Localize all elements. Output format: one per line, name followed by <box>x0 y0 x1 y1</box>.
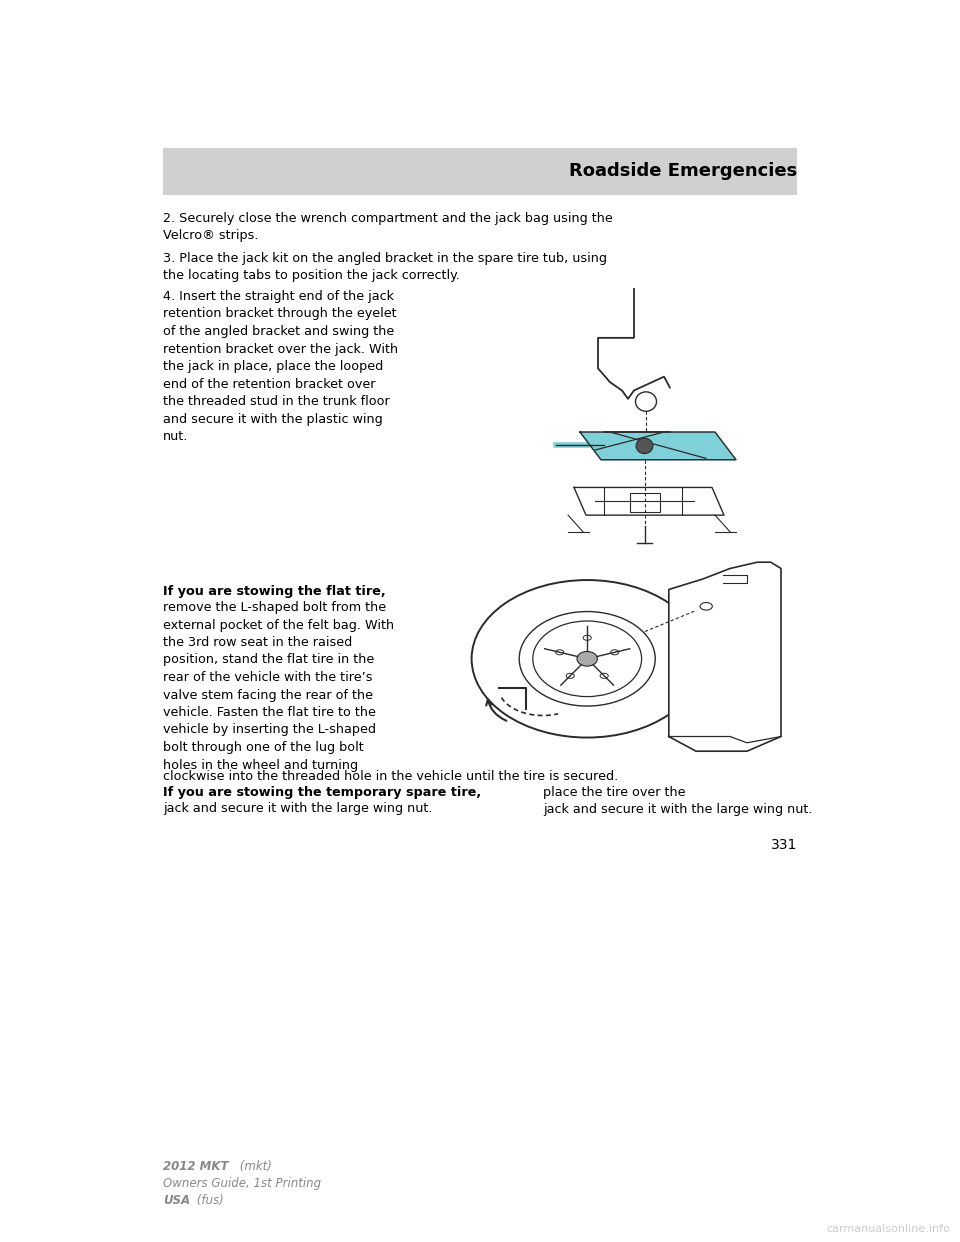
Text: (mkt): (mkt) <box>236 1160 272 1172</box>
Text: Owners Guide, 1st Printing: Owners Guide, 1st Printing <box>163 1177 322 1190</box>
Text: jack and secure it with the large wing nut.: jack and secure it with the large wing n… <box>163 802 433 815</box>
Text: Roadside Emergencies: Roadside Emergencies <box>568 163 797 180</box>
Text: (fus): (fus) <box>193 1194 224 1207</box>
Ellipse shape <box>577 652 597 666</box>
Circle shape <box>636 438 653 453</box>
Text: 4. Insert the straight end of the jack
retention bracket through the eyelet
of t: 4. Insert the straight end of the jack r… <box>163 289 398 443</box>
Circle shape <box>611 650 619 655</box>
Text: 2012 MKT: 2012 MKT <box>163 1160 228 1172</box>
Polygon shape <box>669 563 781 751</box>
Bar <box>163 148 797 195</box>
Text: place the tire over the
jack and secure it with the large wing nut.: place the tire over the jack and secure … <box>543 786 812 816</box>
Bar <box>630 493 660 513</box>
Polygon shape <box>574 487 724 515</box>
Polygon shape <box>580 432 736 460</box>
Circle shape <box>583 635 591 641</box>
Text: If you are stowing the temporary spare tire,: If you are stowing the temporary spare t… <box>163 786 481 799</box>
Text: 2. Securely close the wrench compartment and the jack bag using the
Velcro® stri: 2. Securely close the wrench compartment… <box>163 212 612 242</box>
Text: 331: 331 <box>771 838 797 852</box>
Text: carmanualsonline.info: carmanualsonline.info <box>827 1225 950 1235</box>
Circle shape <box>556 650 564 655</box>
Text: remove the L-shaped bolt from the
external pocket of the felt bag. With
the 3rd : remove the L-shaped bolt from the extern… <box>163 601 395 771</box>
Circle shape <box>566 673 574 678</box>
Text: If you are stowing the flat tire,: If you are stowing the flat tire, <box>163 585 386 597</box>
Circle shape <box>600 673 609 678</box>
Text: 3. Place the jack kit on the angled bracket in the spare tire tub, using
the loc: 3. Place the jack kit on the angled brac… <box>163 252 607 282</box>
Text: clockwise into the threaded hole in the vehicle until the tire is secured.: clockwise into the threaded hole in the … <box>163 770 618 782</box>
Text: USA: USA <box>163 1194 190 1207</box>
